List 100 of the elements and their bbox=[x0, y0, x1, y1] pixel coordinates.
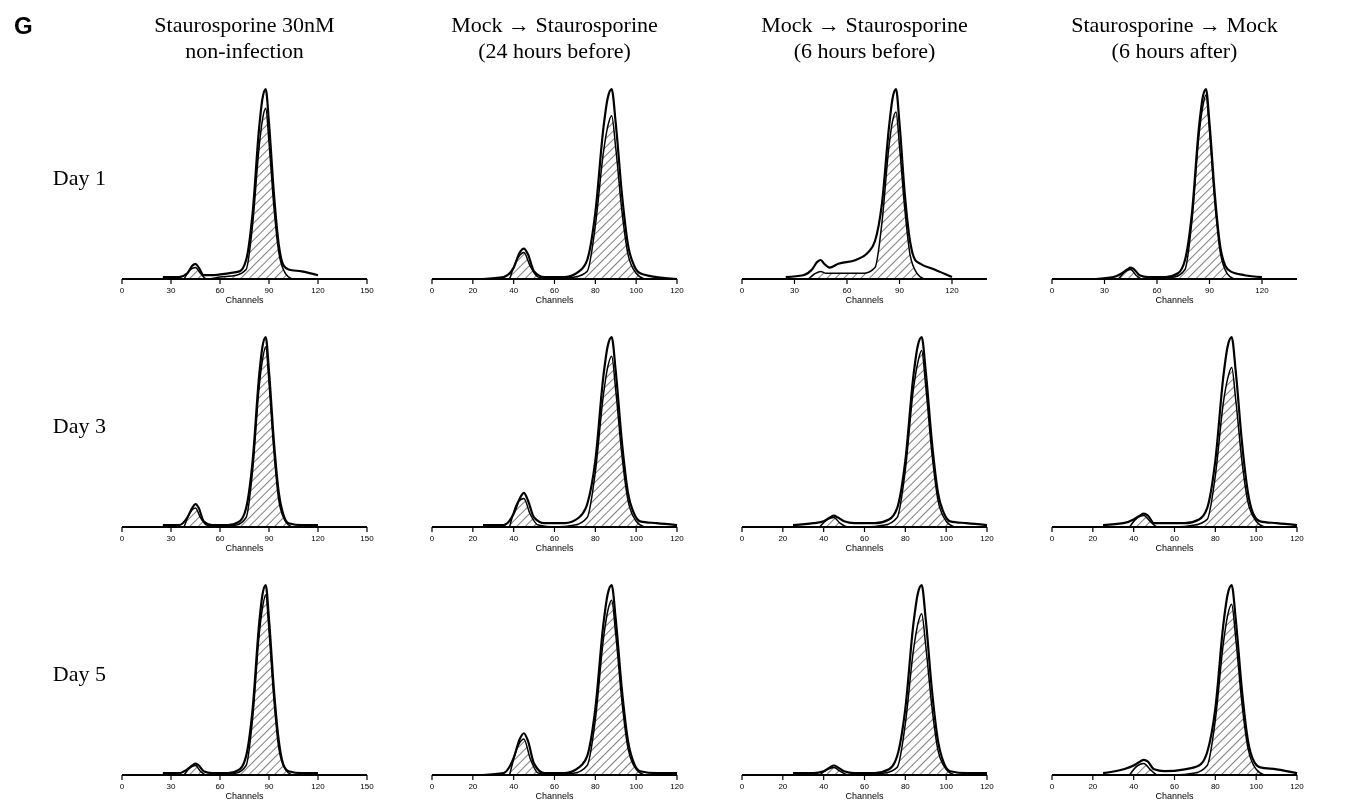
x-axis-title: Channels bbox=[845, 791, 885, 801]
chart-title: Mock → Staurosporine bbox=[761, 12, 968, 37]
x-tick-label: 80 bbox=[590, 782, 601, 791]
x-tick-label: 120 bbox=[980, 782, 995, 791]
text: G bbox=[14, 12, 33, 39]
x-tick-label: 80 bbox=[590, 286, 601, 295]
x-axis-title: Channels bbox=[225, 543, 265, 553]
x-tick-label: 150 bbox=[360, 782, 375, 791]
x-tick-label: 80 bbox=[590, 534, 601, 543]
x-tick-label: 120 bbox=[1290, 534, 1305, 543]
x-tick-label: 100 bbox=[629, 534, 644, 543]
x-tick-label: 90 bbox=[264, 534, 274, 543]
x-tick-label: 60 bbox=[550, 534, 560, 543]
x-tick-label: 90 bbox=[264, 286, 274, 295]
chart-title: Mock → Staurosporine bbox=[451, 12, 658, 37]
x-tick-label: 0 bbox=[119, 534, 125, 543]
x-tick-label: 100 bbox=[1249, 534, 1264, 543]
x-tick-label: 60 bbox=[215, 782, 225, 791]
x-tick-label: 120 bbox=[1255, 286, 1270, 295]
chart-title: Staurosporine → Mock bbox=[1071, 12, 1278, 37]
x-tick-label: 120 bbox=[945, 286, 960, 295]
x-tick-label: 0 bbox=[119, 782, 125, 791]
x-tick-label: 20 bbox=[468, 782, 478, 791]
x-tick-label: 20 bbox=[778, 534, 788, 543]
x-tick-label: 60 bbox=[1170, 534, 1180, 543]
x-tick-label: 60 bbox=[1152, 286, 1162, 295]
x-tick-label: 120 bbox=[1290, 782, 1305, 791]
x-tick-label: 0 bbox=[739, 782, 745, 791]
x-tick-label: 100 bbox=[1249, 782, 1264, 791]
x-tick-label: 40 bbox=[509, 286, 519, 295]
x-tick-label: 20 bbox=[468, 534, 478, 543]
x-tick-label: 120 bbox=[311, 286, 326, 295]
chart-subtitle: (6 hours before) bbox=[793, 38, 936, 63]
x-tick-label: 0 bbox=[739, 286, 745, 295]
chart-subtitle: non-infection bbox=[185, 38, 304, 63]
x-tick-label: 90 bbox=[264, 782, 274, 791]
x-tick-label: 100 bbox=[629, 782, 644, 791]
chart-subtitle: (24 hours before) bbox=[478, 38, 631, 63]
x-tick-label: 60 bbox=[1170, 782, 1180, 791]
y-axis-title: Day 5 bbox=[52, 660, 106, 686]
x-tick-label: 150 bbox=[360, 286, 375, 295]
x-tick-label: 80 bbox=[900, 782, 911, 791]
x-tick-label: 90 bbox=[895, 286, 905, 295]
x-axis-title: Channels bbox=[225, 295, 265, 305]
x-tick-label: 60 bbox=[860, 782, 870, 791]
x-tick-label: 0 bbox=[119, 286, 125, 295]
chart-title: Staurosporine 30nM bbox=[154, 12, 335, 37]
x-tick-label: 40 bbox=[819, 534, 829, 543]
x-tick-label: 0 bbox=[429, 286, 435, 295]
x-tick-label: 100 bbox=[939, 534, 954, 543]
x-tick-label: 0 bbox=[429, 534, 435, 543]
x-tick-label: 60 bbox=[550, 782, 560, 791]
x-axis-title: Channels bbox=[535, 791, 575, 801]
x-tick-label: 30 bbox=[790, 286, 800, 295]
x-axis-title: Channels bbox=[1155, 295, 1195, 305]
x-tick-label: 80 bbox=[900, 534, 911, 543]
x-tick-label: 20 bbox=[1088, 782, 1098, 791]
x-tick-label: 0 bbox=[1049, 286, 1055, 295]
x-tick-label: 0 bbox=[1049, 782, 1055, 791]
x-tick-label: 0 bbox=[429, 782, 435, 791]
x-tick-label: 120 bbox=[670, 286, 685, 295]
x-tick-label: 40 bbox=[1129, 534, 1139, 543]
x-tick-label: 120 bbox=[980, 534, 995, 543]
x-tick-label: 60 bbox=[860, 534, 870, 543]
x-tick-label: 60 bbox=[842, 286, 852, 295]
x-tick-label: 90 bbox=[1205, 286, 1215, 295]
x-axis-title: Channels bbox=[535, 543, 575, 553]
x-axis-title: Channels bbox=[535, 295, 575, 305]
x-axis-title: Channels bbox=[1155, 543, 1195, 553]
x-tick-label: 30 bbox=[166, 286, 176, 295]
x-axis-title: Channels bbox=[1155, 791, 1195, 801]
x-tick-label: 120 bbox=[670, 534, 685, 543]
y-axis-title: Day 3 bbox=[52, 412, 106, 438]
x-tick-label: 20 bbox=[468, 286, 478, 295]
x-tick-label: 100 bbox=[629, 286, 644, 295]
x-tick-label: 0 bbox=[1049, 534, 1055, 543]
x-tick-label: 80 bbox=[1210, 782, 1221, 791]
x-tick-label: 60 bbox=[215, 534, 225, 543]
x-tick-label: 80 bbox=[1210, 534, 1221, 543]
chart-subtitle: (6 hours after) bbox=[1111, 38, 1238, 63]
x-tick-label: 30 bbox=[1100, 286, 1110, 295]
x-tick-label: 120 bbox=[311, 534, 326, 543]
x-tick-label: 40 bbox=[509, 534, 519, 543]
x-tick-label: 40 bbox=[819, 782, 829, 791]
x-tick-label: 20 bbox=[778, 782, 788, 791]
x-tick-label: 60 bbox=[550, 286, 560, 295]
x-axis-title: Channels bbox=[225, 791, 265, 801]
x-tick-label: 30 bbox=[166, 782, 176, 791]
x-tick-label: 150 bbox=[360, 534, 375, 543]
x-tick-label: 60 bbox=[215, 286, 225, 295]
x-tick-label: 40 bbox=[509, 782, 519, 791]
y-axis-title: Day 1 bbox=[52, 164, 106, 190]
x-tick-label: 120 bbox=[670, 782, 685, 791]
x-axis-title: Channels bbox=[845, 295, 885, 305]
x-tick-label: 100 bbox=[939, 782, 954, 791]
x-tick-label: 30 bbox=[166, 534, 176, 543]
x-tick-label: 0 bbox=[739, 534, 745, 543]
x-tick-label: 20 bbox=[1088, 534, 1098, 543]
x-axis-title: Channels bbox=[845, 543, 885, 553]
x-tick-label: 40 bbox=[1129, 782, 1139, 791]
